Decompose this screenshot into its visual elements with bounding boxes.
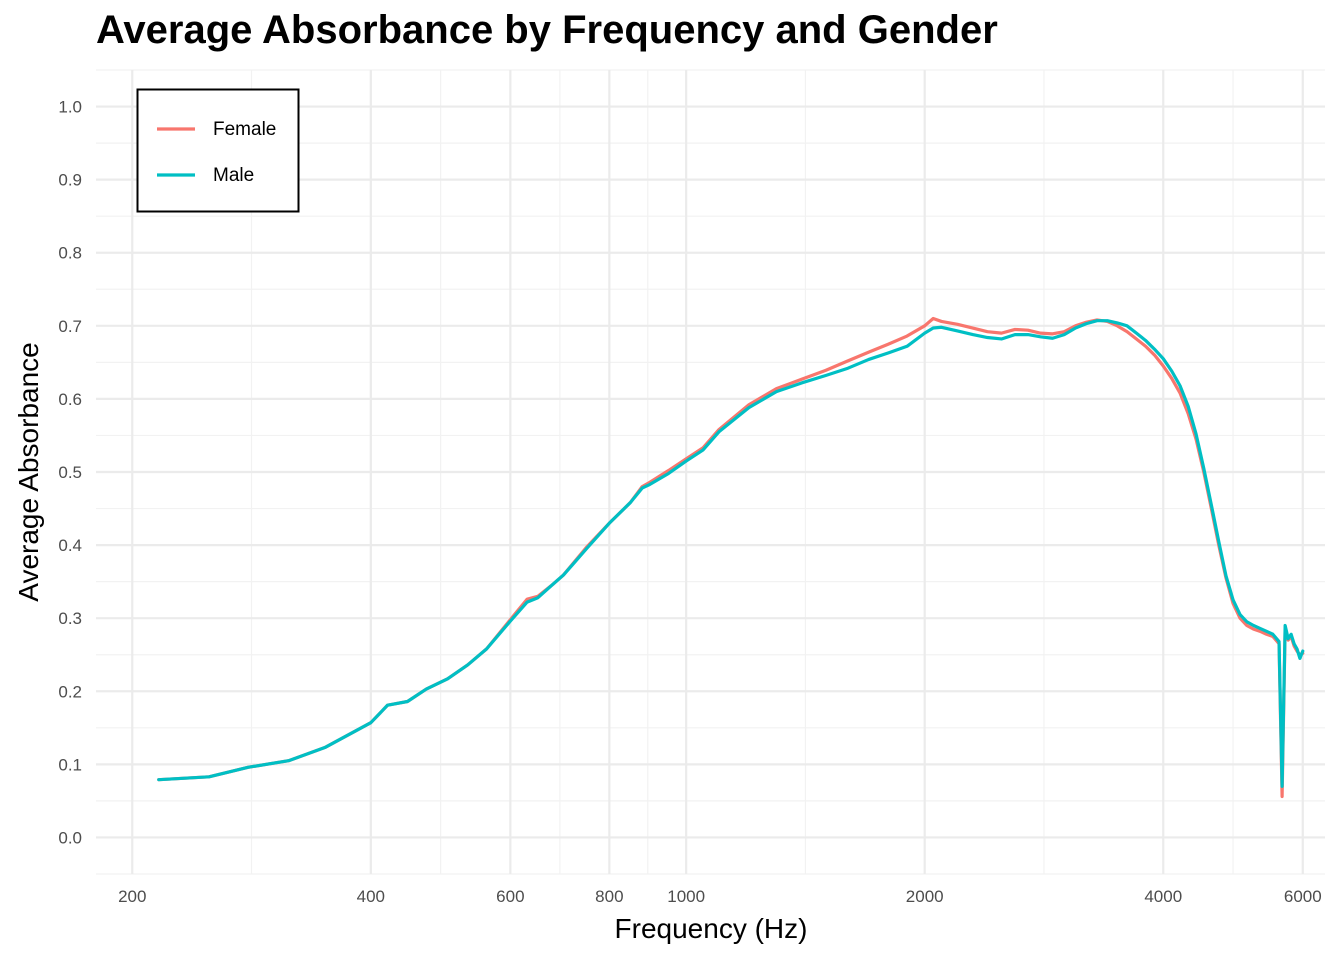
legend-box	[136, 88, 300, 213]
x-tick-label: 800	[595, 887, 623, 906]
y-tick-labels: 0.0 0.1 0.2 0.3 0.4 0.5 0.6 0.7 0.8 0.9 1.0	[58, 98, 82, 848]
minor-gridlines	[96, 69, 1325, 875]
series-line-female	[157, 316, 1305, 799]
y-axis-title: Average Absorbance	[13, 342, 44, 601]
y-tick-label: 0.4	[58, 536, 82, 555]
y-tick-label: 0.7	[58, 317, 82, 336]
x-tick-label: 400	[357, 887, 385, 906]
x-tick-label: 4000	[1144, 887, 1182, 906]
legend-label-male: Male	[213, 165, 254, 186]
x-tick-labels: 200 400 600 800 1000 2000 4000 6000	[118, 887, 1322, 906]
y-tick-label: 0.9	[58, 171, 82, 190]
legend: Female Male	[136, 88, 300, 213]
x-axis-title: Frequency (Hz)	[615, 913, 808, 944]
y-tick-label: 0.2	[58, 682, 82, 701]
x-tick-label: 6000	[1284, 887, 1322, 906]
y-tick-label: 0.1	[58, 755, 82, 774]
y-tick-label: 0.5	[58, 463, 82, 482]
y-tick-label: 0.3	[58, 609, 82, 628]
y-tick-label: 1.0	[58, 98, 82, 117]
x-tick-label: 1000	[667, 887, 705, 906]
x-tick-label: 600	[496, 887, 524, 906]
legend-label-female: Female	[213, 119, 276, 140]
y-tick-label: 0.0	[58, 828, 82, 847]
x-tick-label: 2000	[906, 887, 944, 906]
y-tick-label: 0.8	[58, 244, 82, 263]
series-line-male	[157, 319, 1305, 788]
y-tick-label: 0.6	[58, 390, 82, 409]
series-lines	[157, 316, 1305, 799]
chart-title: Average Absorbance by Frequency and Gend…	[96, 8, 998, 52]
x-tick-label: 200	[118, 887, 146, 906]
major-gridlines	[96, 70, 1325, 874]
